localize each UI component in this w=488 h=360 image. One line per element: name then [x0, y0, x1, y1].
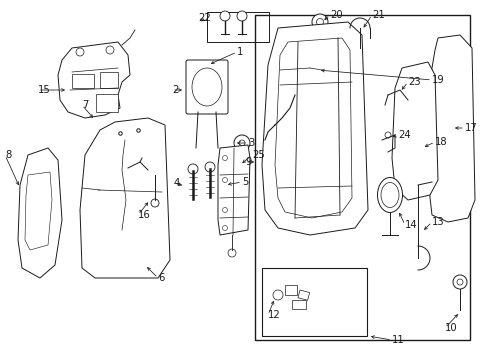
Circle shape: [222, 156, 227, 161]
Polygon shape: [271, 50, 321, 95]
Circle shape: [384, 132, 390, 138]
Bar: [262, 268, 366, 336]
Circle shape: [234, 135, 249, 151]
Text: 13: 13: [431, 217, 444, 227]
Text: 15: 15: [38, 85, 51, 95]
Ellipse shape: [192, 68, 222, 106]
Ellipse shape: [380, 183, 398, 207]
Bar: [285, 285, 296, 295]
Text: 11: 11: [391, 335, 404, 345]
Text: 6: 6: [158, 273, 164, 283]
Text: 25: 25: [251, 150, 264, 160]
Text: 24: 24: [397, 130, 410, 140]
Text: 14: 14: [404, 220, 417, 230]
Polygon shape: [25, 172, 52, 250]
Polygon shape: [427, 35, 474, 222]
Circle shape: [106, 46, 114, 54]
Circle shape: [224, 182, 230, 188]
Text: 17: 17: [464, 123, 477, 133]
Circle shape: [272, 290, 283, 300]
Circle shape: [222, 177, 227, 183]
Polygon shape: [58, 42, 130, 118]
Text: 12: 12: [267, 310, 280, 320]
Polygon shape: [80, 118, 170, 278]
Circle shape: [221, 178, 235, 192]
Text: 9: 9: [244, 157, 251, 167]
Circle shape: [237, 11, 246, 21]
Text: 21: 21: [371, 10, 384, 20]
Circle shape: [456, 279, 462, 285]
Text: 5: 5: [242, 177, 248, 187]
Circle shape: [222, 207, 227, 212]
Text: 7: 7: [82, 100, 88, 110]
Bar: [254, 15, 469, 340]
Circle shape: [239, 140, 244, 146]
Text: 4: 4: [174, 178, 180, 188]
Circle shape: [227, 249, 236, 257]
Polygon shape: [391, 62, 437, 200]
Bar: [100, 72, 118, 88]
Circle shape: [76, 48, 84, 56]
Text: 2: 2: [172, 85, 178, 95]
Bar: [72, 74, 94, 88]
Text: 20: 20: [329, 10, 342, 20]
Text: 8: 8: [5, 150, 11, 160]
Circle shape: [316, 18, 323, 26]
Circle shape: [222, 225, 227, 230]
Circle shape: [187, 164, 198, 174]
Text: 3: 3: [247, 138, 254, 148]
FancyBboxPatch shape: [185, 60, 227, 114]
Text: 18: 18: [434, 137, 447, 147]
Text: 22: 22: [198, 13, 210, 23]
Polygon shape: [274, 38, 351, 218]
Circle shape: [220, 11, 229, 21]
Text: 19: 19: [431, 75, 444, 85]
Circle shape: [311, 14, 327, 30]
Circle shape: [204, 162, 215, 172]
Bar: [96, 94, 118, 112]
Text: 10: 10: [444, 323, 457, 333]
Bar: [291, 300, 305, 309]
Ellipse shape: [377, 177, 402, 212]
Polygon shape: [218, 145, 249, 235]
Bar: [206, 12, 268, 42]
Text: 16: 16: [138, 210, 150, 220]
Text: 1: 1: [237, 47, 243, 57]
Polygon shape: [262, 22, 367, 235]
Polygon shape: [18, 148, 62, 278]
Text: 23: 23: [407, 77, 420, 87]
Bar: [297, 290, 309, 300]
Circle shape: [452, 275, 466, 289]
Circle shape: [151, 199, 159, 207]
